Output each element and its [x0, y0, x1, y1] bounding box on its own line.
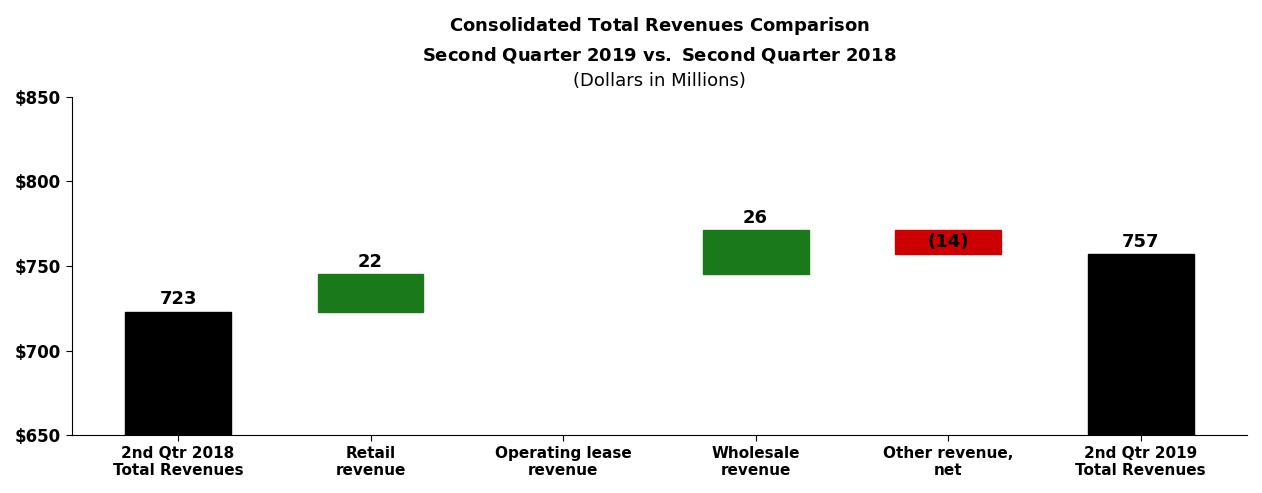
Bar: [1088, 254, 1194, 435]
Text: 757: 757: [1122, 233, 1160, 251]
Text: 26: 26: [743, 209, 769, 227]
Text: 22: 22: [358, 253, 384, 271]
Bar: [895, 231, 1001, 254]
Text: 723: 723: [159, 290, 197, 308]
Title: $\bf{Consolidated\ Total\ Revenues\ Comparison}$
$\bf{Second\ Quarter\ 2019\ vs.: $\bf{Consolidated\ Total\ Revenues\ Comp…: [422, 15, 896, 90]
Text: (14): (14): [928, 233, 969, 251]
Bar: [703, 231, 809, 275]
Bar: [318, 275, 424, 312]
Bar: [125, 312, 231, 435]
